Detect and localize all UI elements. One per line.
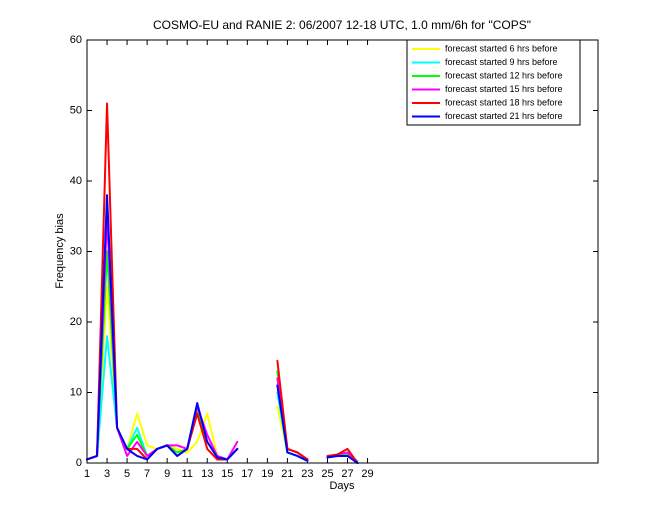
- x-tick-label: 7: [144, 468, 150, 480]
- legend-box: [406, 39, 581, 126]
- x-tick-label: 19: [261, 468, 273, 480]
- x-tick-label: 15: [221, 468, 233, 480]
- x-tick-label: 21: [281, 468, 293, 480]
- x-tick-label: 29: [361, 468, 373, 480]
- x-axis-label: Days: [329, 480, 355, 492]
- legend-label: forecast started 12 hrs before: [445, 70, 563, 80]
- x-tick-label: 9: [164, 468, 170, 480]
- legend-label: forecast started 9 hrs before: [445, 57, 558, 67]
- y-tick-label: 50: [70, 104, 82, 116]
- y-tick-label: 40: [70, 175, 82, 187]
- y-tick-label: 0: [76, 457, 82, 469]
- x-tick-label: 5: [124, 468, 130, 480]
- plot-frame: [86, 39, 599, 464]
- legend-label: forecast started 15 hrs before: [445, 84, 563, 94]
- legend: forecast started 6 hrs before forecast st…: [406, 39, 581, 126]
- x-tick-label: 23: [301, 468, 313, 480]
- x-tick-label: 25: [321, 468, 333, 480]
- x-tick-label: 27: [341, 468, 353, 480]
- y-tick-label: 30: [70, 245, 82, 257]
- y-tick-label: 60: [70, 34, 82, 46]
- y-axis-label: Frequency bias: [54, 213, 66, 289]
- x-tick-label: 11: [181, 468, 192, 480]
- y-tick-label: 20: [70, 316, 82, 328]
- legend-label: forecast started 21 hrs before: [445, 111, 563, 121]
- legend-label: forecast started 6 hrs before: [445, 43, 558, 53]
- series-line: [86, 194, 359, 464]
- legend-label: forecast started 18 hrs before: [445, 97, 563, 107]
- x-tick-label: 17: [241, 468, 253, 480]
- x-tick-label: 1: [84, 468, 90, 480]
- x-tick-label: 13: [201, 468, 213, 480]
- y-tick-label: 10: [70, 386, 82, 398]
- chart-title: COSMO-EU and RANIE 2: 06/2007 12-18 UTC,…: [153, 18, 531, 32]
- x-tick-label: 3: [104, 468, 110, 480]
